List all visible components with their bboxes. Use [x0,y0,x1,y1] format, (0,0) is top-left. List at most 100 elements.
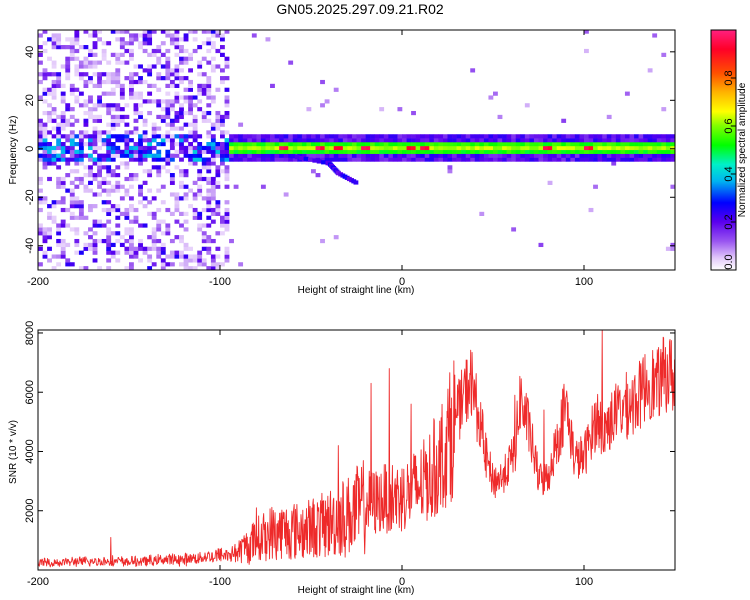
heatmap-cell [579,138,585,143]
heatmap-cell [174,72,180,77]
heatmap-cell [92,204,98,209]
heatmap-cell [197,145,203,151]
heatmap-cell [615,145,621,151]
heatmap-cell [497,138,503,143]
heatmap-cell [438,138,444,143]
heatmap-cell [238,145,244,151]
heatmap-cell [115,52,121,57]
heatmap-cell [306,138,312,143]
heatmap-cell [160,118,166,123]
heatmap-cell [502,149,507,154]
heatmap-cell [165,169,171,174]
heatmap-cell [301,153,307,158]
heatmap-cell [351,157,357,162]
heatmap-cell [133,157,139,162]
y-tick-label: 20 [24,94,36,106]
heatmap-cell [201,83,207,88]
heatmap-cell [69,122,75,127]
heatmap-cell [133,207,139,213]
heatmap-cell [197,173,203,178]
colorbar-tick-label: 0.0 [723,254,735,269]
heatmap-cell [83,99,89,104]
heatmap-cell [479,142,485,147]
heatmap-cell [606,145,612,151]
heatmap-cell [156,114,162,120]
heatmap-cell [115,204,121,209]
heatmap-cell [156,142,162,147]
heatmap-cell [92,33,98,38]
heatmap-cell [283,149,289,154]
heatmap-cell [283,142,289,147]
heatmap-cell [356,134,362,139]
heatmap-cell [165,157,171,162]
heatmap-cell [151,242,157,248]
heatmap-cell [106,134,112,139]
heatmap-cell [106,130,112,135]
heatmap-cell [138,95,143,100]
heatmap-cell [138,138,143,143]
heatmap-cell [183,258,189,263]
heatmap-cell [461,157,466,162]
heatmap-cell [147,169,153,174]
heatmap-cell [311,153,316,158]
heatmap-cell [493,142,498,147]
heatmap-cell [183,219,189,224]
heatmap-cell [56,180,62,185]
heatmap-cell [265,142,271,147]
heatmap-cell [192,196,198,201]
heatmap-cell [411,145,416,151]
heatmap-cell [229,138,234,143]
heatmap-cell [483,138,489,143]
heatmap-cell [493,149,498,154]
heatmap-cell [101,138,107,143]
heatmap-cell [133,250,139,255]
heatmap-cell [106,266,112,271]
heatmap-cell [138,246,143,251]
heatmap-cell [288,134,294,139]
heatmap-cell [638,153,644,158]
heatmap-cell [147,68,153,73]
heatmap-cell [347,153,353,158]
heatmap-cell [502,153,507,158]
heatmap-cell [552,149,557,154]
heatmap-cell [69,41,75,46]
heatmap-cell [597,142,603,147]
heatmap-cell [529,153,535,158]
heatmap-cell [233,138,239,143]
heatmap-cell [306,149,312,154]
heatmap-cell [56,41,62,46]
heatmap-cell [224,169,230,174]
heatmap-cell [224,184,230,189]
heatmap-cell [138,45,143,50]
heatmap-cell [588,134,594,139]
snr-y-axis-label: SNR (10 * v/v) [8,420,19,484]
heatmap-cell [165,231,171,236]
heatmap-cell [506,138,512,143]
heatmap-cell [661,157,667,162]
heatmap-cell [299,155,305,161]
colorbar-tick-label: 0.6 [723,118,735,133]
heatmap-cell [97,157,102,162]
heatmap-cell [124,41,130,46]
heatmap-cell [197,223,203,228]
heatmap-cell [169,145,175,151]
heatmap-cell [456,157,462,162]
heatmap-cell [138,157,143,162]
heatmap-cell [201,56,207,61]
heatmap-cell [461,153,466,158]
heatmap-cell [333,153,339,158]
heatmap-cell [165,254,171,259]
heatmap-cell [620,134,626,139]
colorbar-tick-label: 0.2 [723,214,735,229]
x-tick-label: 0 [399,276,405,288]
heatmap-cell [197,91,203,96]
heatmap-cell [147,142,153,147]
heatmap-cell [201,231,207,236]
heatmap-cell [38,52,43,57]
heatmap-cell [179,138,184,143]
heatmap-cell [265,145,271,151]
heatmap-cell [183,153,189,158]
heatmap-cell [629,138,635,143]
heatmap-cell [247,153,253,158]
heatmap-cell [515,142,521,147]
